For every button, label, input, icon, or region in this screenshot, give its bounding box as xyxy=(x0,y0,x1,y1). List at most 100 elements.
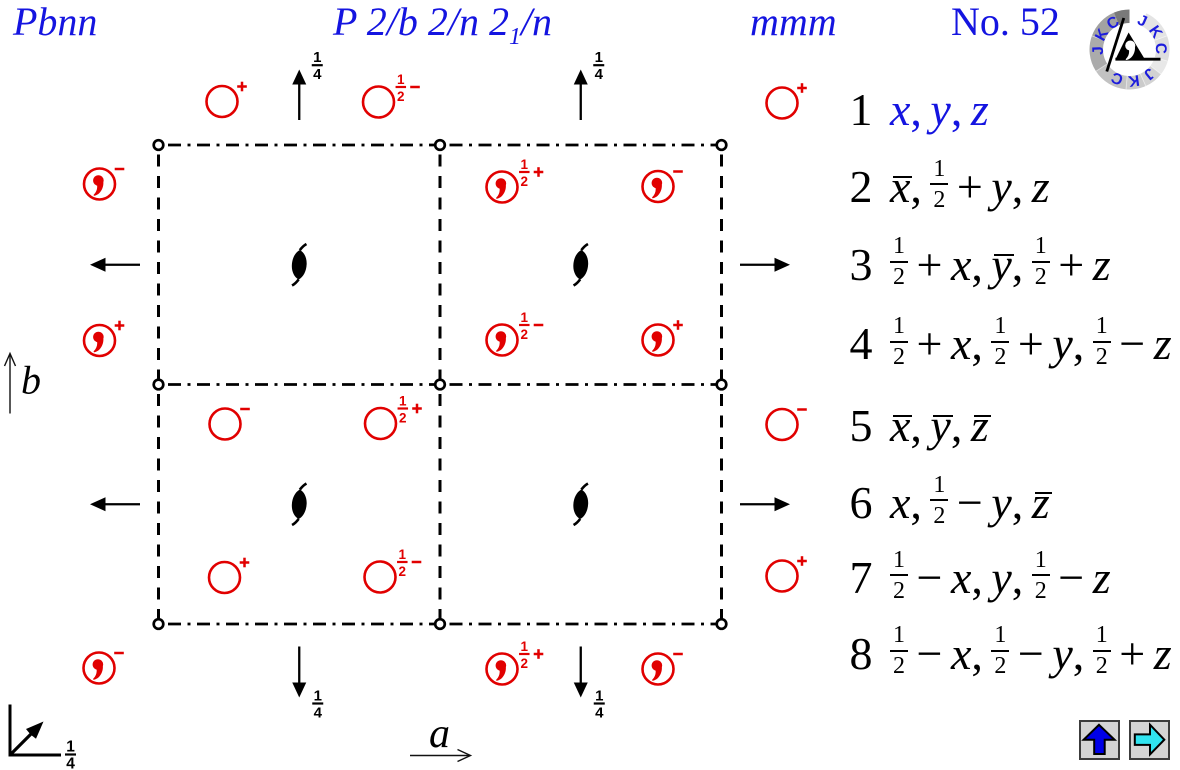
variable: y xyxy=(1052,627,1073,679)
logo-ring-segment xyxy=(1113,9,1130,26)
variable: z xyxy=(1092,551,1111,603)
comma-icon xyxy=(496,338,506,352)
fraction-label: 14 xyxy=(312,688,324,721)
sign-label xyxy=(533,649,544,659)
logo-letter: K xyxy=(1126,71,1140,90)
fraction-label: 14 xyxy=(593,688,605,721)
position-number: 6 xyxy=(849,476,873,528)
variable-overbar: x xyxy=(890,399,913,451)
atom-comma xyxy=(82,323,117,358)
position-number: 4 xyxy=(849,318,873,370)
twofold-arrow xyxy=(90,257,140,272)
comma-icon xyxy=(652,667,662,681)
logo-ring-segment xyxy=(1154,35,1170,62)
atom xyxy=(363,560,397,594)
comma-icon xyxy=(93,339,104,353)
logo-ring-segment xyxy=(1089,35,1108,72)
inversion-center-icon xyxy=(152,138,165,152)
variable: z xyxy=(1153,627,1172,679)
screw-axis-icon xyxy=(572,242,589,287)
comma-icon xyxy=(496,185,506,199)
logo-comma xyxy=(1125,40,1136,61)
atom xyxy=(363,406,398,441)
comma-icon xyxy=(1125,47,1136,61)
screw-axis-icon xyxy=(572,482,589,527)
axis-a-label: a xyxy=(429,711,450,757)
atom-comma xyxy=(485,323,519,357)
up-arrow-icon xyxy=(1081,722,1118,755)
right-arrow-icon xyxy=(1133,721,1166,757)
fraction-denominator: 4 xyxy=(595,66,604,83)
variable-overbar: z xyxy=(970,399,991,451)
atom-comma xyxy=(641,169,675,204)
fraction-denominator: 2 xyxy=(399,410,407,425)
sign-label xyxy=(673,320,683,330)
position-number: 1 xyxy=(849,83,873,135)
variable: z xyxy=(1031,160,1050,212)
fraction-denominator: 2 xyxy=(399,564,407,579)
fraction-numerator: 1 xyxy=(521,310,529,325)
atom-comma xyxy=(485,170,519,204)
inversion-center-icon xyxy=(433,617,447,631)
variable-overbar: y xyxy=(930,399,954,451)
fraction-label: 12 xyxy=(395,72,407,104)
fraction-numerator: 1 xyxy=(595,688,603,705)
atom xyxy=(361,85,396,119)
logo-ring-seam xyxy=(1139,73,1147,87)
inversion-center-icon xyxy=(715,138,728,152)
variable: x xyxy=(890,476,911,528)
twofold-arrow xyxy=(573,69,588,120)
variable-overbar: y xyxy=(991,238,1015,290)
comma-icon xyxy=(496,667,506,681)
atom-comma xyxy=(82,167,117,201)
position-coordinates: x, y, z xyxy=(890,399,991,451)
inversion-center-icon xyxy=(433,378,447,391)
variable: z xyxy=(1153,318,1172,370)
axis-a: a xyxy=(410,711,473,763)
position-coordinates: x, y, z xyxy=(890,83,989,135)
twofold-arrow xyxy=(573,646,588,698)
fraction-label: 14 xyxy=(65,739,76,770)
logo-ring-segment xyxy=(1091,12,1120,41)
fraction-denominator: 2 xyxy=(397,89,405,104)
atom xyxy=(208,407,242,441)
variable: y xyxy=(930,83,951,135)
atom-comma xyxy=(641,323,675,357)
logo-ring-seam xyxy=(1125,75,1128,90)
variable: y xyxy=(1052,318,1073,370)
fraction-denominator: 4 xyxy=(66,755,75,770)
next-button[interactable] xyxy=(1129,719,1170,760)
sign-label xyxy=(412,403,422,414)
position-row: 5 x, y, z xyxy=(839,399,991,451)
fraction-numerator: 1 xyxy=(521,157,529,172)
fraction-label: 14 xyxy=(311,49,323,83)
variable-overbar: x xyxy=(890,160,913,212)
position-number: 3 xyxy=(849,238,873,290)
fraction-label: 12 xyxy=(397,547,408,579)
atom-comma xyxy=(485,652,519,686)
twofold-arrow xyxy=(292,646,307,698)
fraction-label: 12 xyxy=(519,639,530,671)
logo-letter: C xyxy=(1152,43,1169,55)
comma-icon xyxy=(93,182,104,196)
logo-ring-segment xyxy=(1126,73,1146,90)
up-button[interactable] xyxy=(1079,719,1120,760)
logo-letter: J xyxy=(1090,46,1107,55)
